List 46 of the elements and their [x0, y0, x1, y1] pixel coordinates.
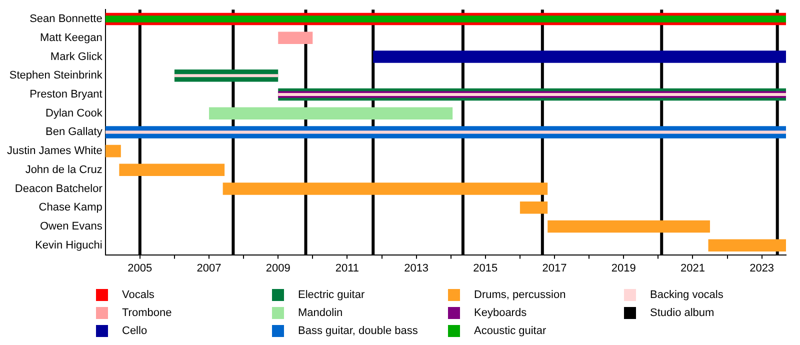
bar — [174, 74, 278, 78]
y-tick-label: Dylan Cook — [46, 107, 103, 120]
bar — [105, 130, 786, 134]
bar — [105, 144, 121, 158]
x-tick-label: 2011 — [335, 262, 360, 274]
legend-label: Cello — [122, 325, 148, 337]
y-tick-label: Matt Keegan — [40, 32, 102, 44]
bar — [520, 202, 548, 214]
x-tick-label: 2021 — [680, 262, 705, 274]
y-tick-label: Deacon Batchelor — [14, 182, 103, 195]
bar — [222, 182, 548, 195]
legend-label: Mandolin — [298, 307, 343, 319]
x-tick-label: 2009 — [266, 262, 290, 274]
legend-label: Trombone — [122, 307, 172, 319]
bar — [209, 107, 453, 120]
x-tick-label: 2023 — [750, 262, 774, 274]
y-tick-label: Owen Evans — [40, 220, 103, 233]
legend-label: Vocals — [122, 289, 154, 301]
bar — [278, 32, 313, 44]
y-tick-label: Ben Gallaty — [45, 126, 103, 138]
y-tick-label: John de la Cruz — [25, 164, 102, 176]
x-tick-label: 2005 — [128, 262, 152, 274]
legend-label: Drums, percussion — [474, 289, 566, 301]
bar — [105, 16, 786, 22]
legend-label: Keyboards — [474, 307, 527, 319]
y-tick-label: Kevin Higuchi — [35, 239, 102, 252]
x-tick-label: 2007 — [196, 262, 222, 274]
y-tick-label: Preston Bryant — [30, 88, 102, 101]
legend-label: Acoustic guitar — [474, 325, 546, 337]
x-tick-label: 2017 — [542, 262, 567, 274]
legend-label: Studio album — [650, 307, 714, 319]
y-tick-label: Chase Kamp — [38, 202, 102, 214]
legend-label: Electric guitar — [298, 289, 365, 301]
legend-label: Bass guitar, double bass — [298, 325, 418, 337]
x-tick-label: 2019 — [611, 262, 636, 274]
bar — [548, 220, 710, 233]
x-tick-label: 2013 — [404, 262, 429, 274]
bar — [708, 239, 786, 252]
bar — [373, 50, 786, 63]
legend-label: Backing vocals — [650, 289, 724, 301]
x-tick-label: 2015 — [473, 262, 498, 274]
y-tick-label: Sean Bonnette — [30, 13, 102, 26]
bar — [119, 164, 225, 176]
y-tick-label: Stephen Steinbrink — [9, 70, 103, 82]
y-tick-label: Justin James White — [6, 145, 102, 158]
y-tick-label: Mark Glick — [50, 50, 103, 63]
